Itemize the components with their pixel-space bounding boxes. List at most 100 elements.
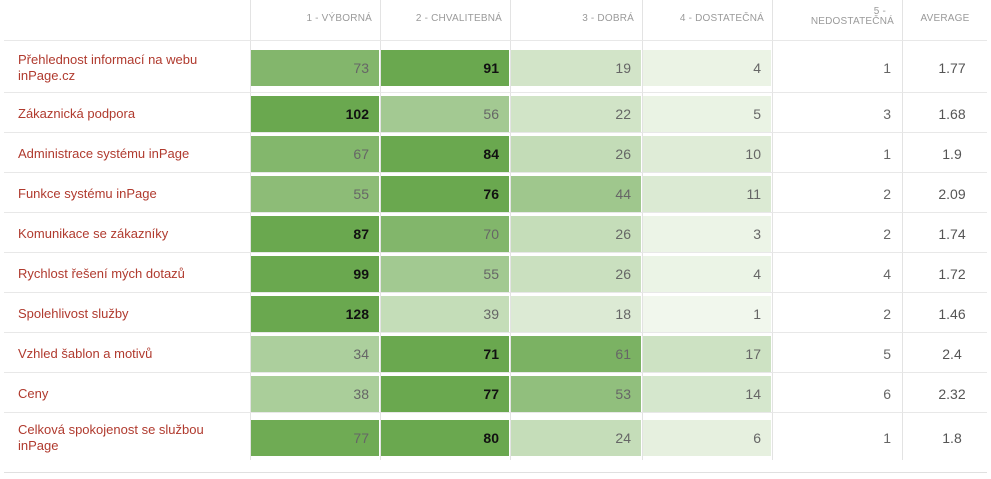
rating-value: 1 xyxy=(773,420,901,456)
rating-value: 61 xyxy=(511,336,641,372)
ratings-table-wrapper: 1 - výborná 2 - chvalitebná 3 - dobrá 4 … xyxy=(4,0,987,460)
rating-value: 1 xyxy=(773,50,901,86)
rating-cell: 26 xyxy=(510,252,642,292)
rating-value: 14 xyxy=(643,376,771,412)
rating-value: 73 xyxy=(251,50,379,86)
table-row: Celková spokojenost se službou inPage 77 8… xyxy=(4,412,987,460)
rating-cell: 3 xyxy=(772,92,902,132)
rating-cell: 24 xyxy=(510,412,642,460)
rating-value: 5 xyxy=(643,96,771,132)
rating-value: 5 xyxy=(773,336,901,372)
rating-value: 38 xyxy=(251,376,379,412)
rating-value: 18 xyxy=(511,296,641,332)
rating-value: 1 xyxy=(643,296,771,332)
rating-value: 4 xyxy=(643,50,771,86)
row-label: Rychlost řešení mých dotazů xyxy=(4,252,250,292)
rating-cell: 44 xyxy=(510,172,642,212)
rating-value: 84 xyxy=(381,136,509,172)
rating-value: 91 xyxy=(381,50,509,86)
average-cell: 2.32 xyxy=(902,372,987,412)
rating-value: 102 xyxy=(251,96,379,132)
ratings-heatmap-table: 1 - výborná 2 - chvalitebná 3 - dobrá 4 … xyxy=(4,0,987,460)
rating-value: 22 xyxy=(511,96,641,132)
rating-value: 6 xyxy=(643,420,771,456)
rating-cell: 2 xyxy=(772,172,902,212)
rating-cell: 10 xyxy=(642,132,772,172)
average-value: 2.4 xyxy=(942,346,962,362)
rating-cell: 38 xyxy=(250,372,380,412)
rating-cell: 1 xyxy=(772,132,902,172)
rating-cell: 73 xyxy=(250,40,380,92)
rating-cell: 2 xyxy=(772,212,902,252)
row-label: Komunikace se zákazníky xyxy=(4,212,250,252)
rating-value: 26 xyxy=(511,256,641,292)
table-row: Funkce systému inPage 55 76 44 11 2 2.09 xyxy=(4,172,987,212)
average-cell: 1.74 xyxy=(902,212,987,252)
row-label: Vzhled šablon a motivů xyxy=(4,332,250,372)
average-cell: 2.09 xyxy=(902,172,987,212)
rating-cell: 17 xyxy=(642,332,772,372)
average-value: 1.77 xyxy=(938,60,966,76)
rating-cell: 76 xyxy=(380,172,510,212)
average-value: 2.09 xyxy=(938,186,966,202)
rating-cell: 71 xyxy=(380,332,510,372)
rating-cell: 22 xyxy=(510,92,642,132)
rating-cell: 53 xyxy=(510,372,642,412)
rating-cell: 26 xyxy=(510,212,642,252)
rating-value: 11 xyxy=(643,176,771,212)
rating-cell: 70 xyxy=(380,212,510,252)
rating-value: 56 xyxy=(381,96,509,132)
rating-value: 26 xyxy=(511,216,641,252)
rating-cell: 39 xyxy=(380,292,510,332)
row-label: Přehlednost informací na webu inPage.cz xyxy=(4,40,250,92)
rating-value: 44 xyxy=(511,176,641,212)
table-row: Administrace systému inPage 67 84 26 10 1 1.9 xyxy=(4,132,987,172)
column-header-5-line1: 5 - xyxy=(873,6,886,17)
rating-cell: 6 xyxy=(772,372,902,412)
rating-value: 2 xyxy=(773,176,901,212)
rating-value: 99 xyxy=(251,256,379,292)
row-label: Zákaznická podpora xyxy=(4,92,250,132)
rating-cell: 61 xyxy=(510,332,642,372)
header-row: 1 - výborná 2 - chvalitebná 3 - dobrá 4 … xyxy=(4,0,987,40)
column-header-2: 2 - chvalitebná xyxy=(380,0,510,40)
rating-value: 1 xyxy=(773,136,901,172)
rating-cell: 2 xyxy=(772,292,902,332)
table-bottom-border xyxy=(4,472,987,473)
average-value: 2.32 xyxy=(938,386,966,402)
rating-cell: 34 xyxy=(250,332,380,372)
rating-value: 4 xyxy=(773,256,901,292)
table-row: Zákaznická podpora 102 56 22 5 3 1.68 xyxy=(4,92,987,132)
rating-value: 3 xyxy=(643,216,771,252)
rating-value: 10 xyxy=(643,136,771,172)
rating-cell: 128 xyxy=(250,292,380,332)
rating-cell: 1 xyxy=(772,412,902,460)
rating-cell: 91 xyxy=(380,40,510,92)
rating-value: 34 xyxy=(251,336,379,372)
row-label: Administrace systému inPage xyxy=(4,132,250,172)
rating-cell: 77 xyxy=(380,372,510,412)
rating-cell: 84 xyxy=(380,132,510,172)
rating-value: 17 xyxy=(643,336,771,372)
rating-cell: 67 xyxy=(250,132,380,172)
rating-value: 76 xyxy=(381,176,509,212)
row-label: Spolehlivost služby xyxy=(4,292,250,332)
rating-value: 24 xyxy=(511,420,641,456)
rating-value: 67 xyxy=(251,136,379,172)
rating-value: 77 xyxy=(251,420,379,456)
rating-value: 80 xyxy=(381,420,509,456)
rating-cell: 1 xyxy=(642,292,772,332)
average-value: 1.72 xyxy=(938,266,966,282)
rating-cell: 55 xyxy=(250,172,380,212)
rating-value: 19 xyxy=(511,50,641,86)
rating-value: 6 xyxy=(773,376,901,412)
rating-cell: 26 xyxy=(510,132,642,172)
rating-value: 55 xyxy=(381,256,509,292)
column-header-5: 5 - nedostatečná xyxy=(772,0,902,40)
rating-value: 55 xyxy=(251,176,379,212)
table-row: Vzhled šablon a motivů 34 71 61 17 5 2.4 xyxy=(4,332,987,372)
rating-cell: 55 xyxy=(380,252,510,292)
average-cell: 1.46 xyxy=(902,292,987,332)
column-header-4: 4 - dostatečná xyxy=(642,0,772,40)
row-label: Celková spokojenost se službou inPage xyxy=(4,412,250,460)
